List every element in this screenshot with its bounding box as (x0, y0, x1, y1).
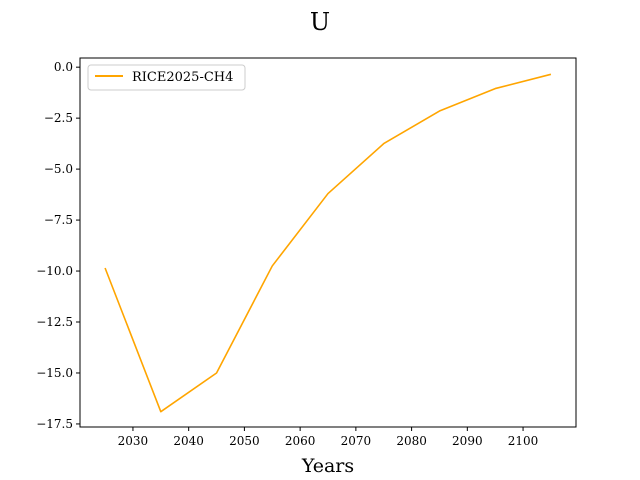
x-axis: 2030 2040 2050 2060 2070 2080 2090 2100 (118, 427, 539, 448)
x-tick-label: 2080 (396, 434, 427, 448)
x-tick-label: 2070 (341, 434, 372, 448)
y-tick-label: −7.5 (44, 213, 73, 227)
y-tick-label: −10.0 (36, 264, 73, 278)
legend-entry: RICE2025-CH4 (132, 70, 233, 85)
series-layer (104, 73, 552, 413)
x-tick-label: 2040 (173, 434, 204, 448)
series-line (104, 73, 552, 413)
x-axis-label: Years (301, 455, 354, 477)
x-tick-label: 2100 (508, 434, 539, 448)
y-tick-label: −12.5 (36, 315, 73, 329)
legend: RICE2025-CH4 (87, 64, 246, 91)
plot-area (79, 57, 577, 428)
y-tick-label: −2.5 (44, 111, 73, 125)
x-tick-label: 2090 (452, 434, 483, 448)
x-tick-label: 2030 (118, 434, 149, 448)
y-tick-label: −15.0 (36, 366, 73, 380)
x-tick-label: 2050 (229, 434, 260, 448)
y-tick-label: −5.0 (44, 162, 73, 176)
y-tick-label: 0.0 (54, 60, 73, 74)
y-axis: 0.0 −2.5 −5.0 −7.5 −10.0 −12.5 −15.0 −17.5 (36, 60, 80, 431)
x-tick-label: 2060 (285, 434, 316, 448)
y-tick-label: −17.5 (36, 417, 73, 431)
chart-title: U (310, 8, 330, 36)
legend-frame (87, 64, 246, 91)
